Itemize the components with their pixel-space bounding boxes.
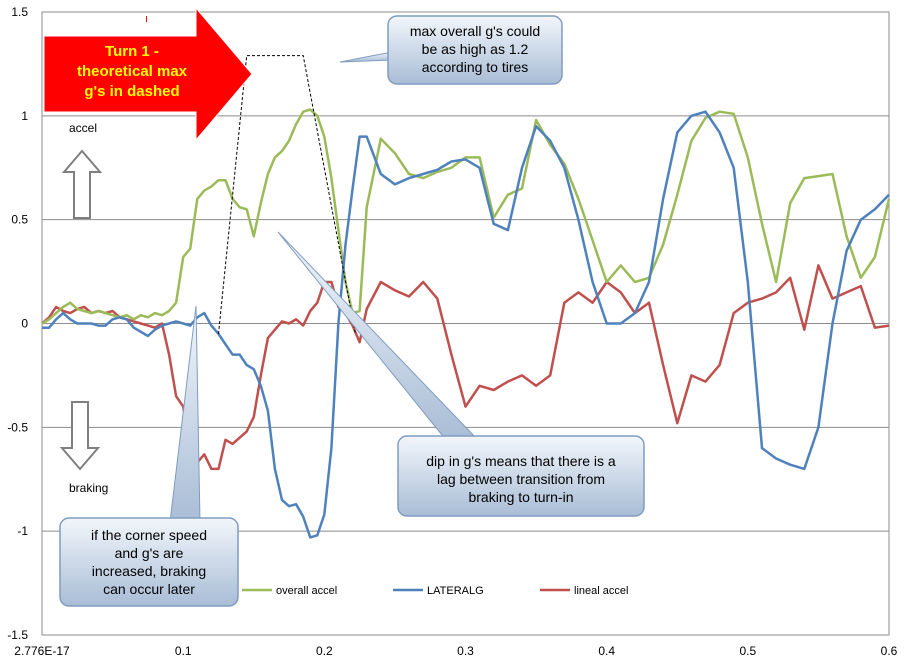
callout-dip-line-3: braking to turn-in — [468, 489, 573, 505]
overall-accel-line — [41, 108, 891, 325]
legend-label: LATERALG — [427, 585, 484, 597]
y-tick-label: 0.5 — [11, 213, 28, 227]
callout-max-line-3: according to tires — [422, 59, 529, 75]
callout-max-line-2: be as high as 1.2 — [422, 41, 529, 57]
y-tick-label: 1 — [21, 109, 28, 123]
callout-corner: if the corner speed and g's are increase… — [59, 305, 239, 607]
turn-1-arrow: Turn 1 - theoretical max g's in dashed ı — [43, 6, 253, 142]
accel-label: accel — [69, 121, 97, 135]
turn-arrow-line-1: Turn 1 - — [105, 43, 159, 60]
y-tick-label: -1 — [17, 524, 28, 538]
callout-max-overall: max overall g's could be as high as 1.2 … — [339, 15, 563, 85]
callout-dip-line-1: dip in g's means that there is a — [426, 453, 616, 469]
up-arrow-icon — [61, 149, 103, 219]
legend: overall accel LATERALG lineal accel — [242, 585, 628, 597]
x-tick-label: 2.776E-17 — [14, 644, 70, 658]
x-axis-ticks: 2.776E-17 0.1 0.2 0.3 0.4 0.5 0.6 — [14, 644, 897, 658]
braking-label: braking — [69, 481, 108, 495]
red-arrow-shape — [43, 6, 253, 142]
callout-corner-line-2: and g's are — [115, 545, 184, 561]
turn-arrow-line-3: g's in dashed — [84, 83, 179, 100]
legend-label: overall accel — [276, 585, 337, 597]
callout-corner-line-4: can occur later — [103, 581, 195, 597]
x-tick-label: 0.1 — [175, 644, 192, 658]
arrow-tick-mark: ı — [145, 13, 148, 25]
callout-corner-line-1: if the corner speed — [91, 527, 207, 543]
lateralg-line — [42, 110, 890, 539]
x-tick-label: 0.6 — [881, 644, 898, 658]
x-tick-label: 0.2 — [316, 644, 333, 658]
callout-max-line-1: max overall g's could — [410, 23, 540, 39]
callout-corner-line-3: increased, braking — [92, 563, 206, 579]
x-tick-label: 0.4 — [598, 644, 615, 658]
down-arrow-icon — [59, 401, 101, 471]
x-tick-label: 0.3 — [457, 644, 474, 658]
y-tick-label: 1.5 — [11, 5, 28, 19]
y-tick-label: -1.5 — [7, 628, 28, 642]
turn-arrow-line-2: theoretical max — [77, 63, 188, 80]
y-axis-ticks: 1.5 1 0.5 0 -0.5 -1 -1.5 — [7, 5, 28, 642]
theoretical-max-dashed-line — [218, 55, 356, 334]
callout-dip-line-2: lag between transition from — [437, 471, 605, 487]
y-tick-label: -0.5 — [7, 420, 28, 434]
callout-dip: dip in g's means that there is a lag bet… — [277, 231, 645, 517]
y-tick-label: 0 — [21, 317, 28, 331]
x-tick-label: 0.5 — [739, 644, 756, 658]
legend-label: lineal accel — [574, 585, 628, 597]
